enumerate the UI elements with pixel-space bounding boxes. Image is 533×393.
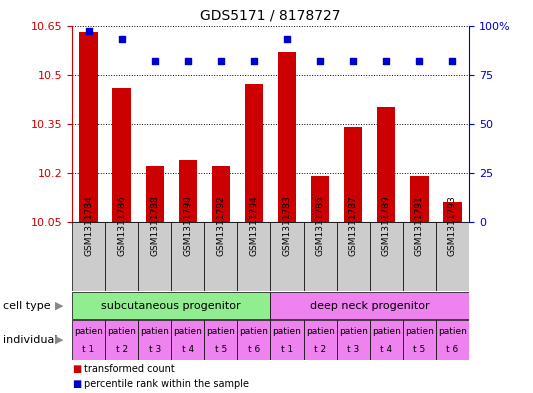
Text: GSM1311789: GSM1311789: [382, 196, 391, 256]
Text: t 5: t 5: [215, 345, 227, 354]
Bar: [79, 32, 98, 222]
Text: cell type: cell type: [3, 301, 50, 310]
Bar: [337, 320, 370, 360]
Text: ■: ■: [72, 378, 81, 389]
Text: patien: patien: [339, 327, 368, 336]
Text: GSM1311792: GSM1311792: [216, 196, 225, 256]
Text: GSM1311791: GSM1311791: [415, 196, 424, 256]
Text: percentile rank within the sample: percentile rank within the sample: [84, 378, 249, 389]
Bar: [278, 52, 296, 222]
Bar: [410, 176, 429, 222]
Point: [249, 58, 258, 64]
Text: GSM1311788: GSM1311788: [150, 196, 159, 256]
Point: [382, 58, 391, 64]
Text: patien: patien: [206, 327, 235, 336]
Bar: [105, 320, 138, 360]
Text: t 3: t 3: [149, 345, 161, 354]
Bar: [245, 84, 263, 222]
Bar: [72, 222, 105, 291]
Text: subcutaneous progenitor: subcutaneous progenitor: [101, 301, 241, 310]
Bar: [270, 222, 304, 291]
Text: t 3: t 3: [347, 345, 359, 354]
Text: GSM1311784: GSM1311784: [84, 196, 93, 256]
Bar: [443, 202, 462, 222]
Bar: [311, 176, 329, 222]
Bar: [403, 320, 436, 360]
Bar: [171, 222, 204, 291]
Title: GDS5171 / 8178727: GDS5171 / 8178727: [200, 9, 341, 23]
Text: GSM1311786: GSM1311786: [117, 196, 126, 256]
Text: t 4: t 4: [182, 345, 194, 354]
Bar: [270, 292, 469, 319]
Text: GSM1311785: GSM1311785: [316, 196, 325, 256]
Text: GSM1311790: GSM1311790: [183, 196, 192, 256]
Text: patien: patien: [438, 327, 467, 336]
Bar: [304, 320, 337, 360]
Point: [316, 58, 325, 64]
Bar: [204, 320, 237, 360]
Text: deep neck progenitor: deep neck progenitor: [310, 301, 430, 310]
Bar: [171, 320, 204, 360]
Text: patien: patien: [107, 327, 136, 336]
Point: [216, 58, 225, 64]
Text: ■: ■: [72, 364, 81, 374]
Bar: [403, 222, 436, 291]
Bar: [138, 222, 171, 291]
Bar: [138, 320, 171, 360]
Text: individual: individual: [3, 335, 57, 345]
Bar: [72, 292, 270, 319]
Text: patien: patien: [74, 327, 103, 336]
Bar: [112, 88, 131, 222]
Text: t 1: t 1: [83, 345, 95, 354]
Bar: [436, 320, 469, 360]
Text: transformed count: transformed count: [84, 364, 174, 374]
Point: [283, 36, 292, 42]
Text: t 4: t 4: [380, 345, 392, 354]
Bar: [237, 320, 270, 360]
Bar: [304, 222, 337, 291]
Bar: [344, 127, 362, 222]
Point: [84, 28, 93, 35]
Text: patien: patien: [405, 327, 434, 336]
Point: [183, 58, 192, 64]
Text: GSM1311787: GSM1311787: [349, 196, 358, 256]
Bar: [237, 222, 270, 291]
Text: ▶: ▶: [55, 335, 64, 345]
Text: t 1: t 1: [281, 345, 293, 354]
Text: t 2: t 2: [314, 345, 326, 354]
Bar: [270, 320, 304, 360]
Text: GSM1311783: GSM1311783: [282, 196, 292, 256]
Point: [415, 58, 424, 64]
Bar: [212, 166, 230, 222]
Text: t 2: t 2: [116, 345, 127, 354]
Point: [349, 58, 358, 64]
Bar: [72, 320, 105, 360]
Bar: [105, 222, 138, 291]
Text: ▶: ▶: [55, 301, 64, 310]
Bar: [337, 222, 370, 291]
Text: patien: patien: [272, 327, 302, 336]
Bar: [370, 222, 403, 291]
Point: [150, 58, 159, 64]
Bar: [179, 160, 197, 222]
Point: [448, 58, 457, 64]
Text: patien: patien: [372, 327, 401, 336]
Text: GSM1311794: GSM1311794: [249, 196, 259, 256]
Text: t 6: t 6: [248, 345, 260, 354]
Bar: [377, 107, 395, 222]
Text: t 5: t 5: [413, 345, 425, 354]
Point: [117, 36, 126, 42]
Bar: [436, 222, 469, 291]
Text: t 6: t 6: [446, 345, 458, 354]
Text: patien: patien: [173, 327, 202, 336]
Text: patien: patien: [239, 327, 269, 336]
Text: patien: patien: [306, 327, 335, 336]
Text: patien: patien: [140, 327, 169, 336]
Text: GSM1311793: GSM1311793: [448, 196, 457, 256]
Bar: [204, 222, 237, 291]
Bar: [146, 166, 164, 222]
Bar: [370, 320, 403, 360]
